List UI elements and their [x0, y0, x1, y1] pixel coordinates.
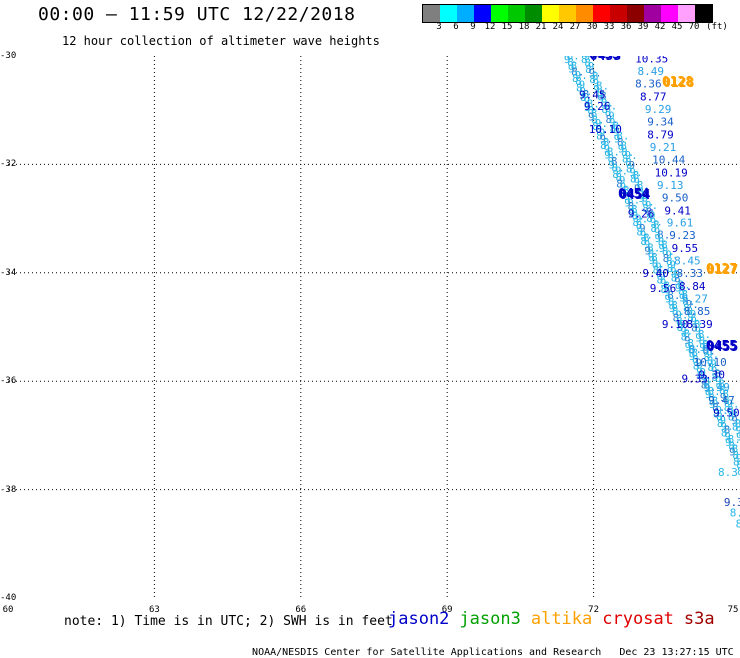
latitude-tick-label: -30 [0, 51, 16, 61]
colorbar [422, 4, 713, 23]
colorbar-label: 39 [638, 22, 649, 32]
colorbar-swatch [559, 5, 576, 22]
colorbar-swatch [627, 5, 644, 22]
legend-entry: altika [531, 609, 592, 629]
colorbar-label: 9 [470, 22, 475, 32]
colorbar-swatch [542, 5, 559, 22]
wave-height-value: 10.10 [694, 356, 727, 369]
footer-credit: NOAA/NESDIS Center for Satellite Applica… [252, 647, 601, 658]
colorbar-swatch [491, 5, 508, 22]
latitude-tick-label: -32 [0, 159, 16, 169]
wave-height-value: 9.41 [664, 204, 691, 217]
pass-time-label: 0453 [590, 56, 621, 64]
wave-height-value: 9.50 [713, 406, 740, 419]
colorbar-label: 33 [604, 22, 615, 32]
wave-height-value: 9.21 [650, 141, 677, 154]
colorbar-swatch [508, 5, 525, 22]
map-grid [8, 56, 740, 598]
wave-height-value: 9.55 [672, 242, 699, 255]
wave-height-value: 9.40 [642, 267, 669, 280]
colorbar-label: 6 [453, 22, 458, 32]
wave-height-value: 8.49 [638, 65, 665, 78]
colorbar-label: 12 [485, 22, 496, 32]
colorbar-label: 15 [502, 22, 513, 32]
wave-height-value: 9.23 [669, 229, 696, 242]
map-title: 00:00 – 11:59 UTC 12/22/2018 [38, 4, 355, 25]
wave-height-value: 9.47 [708, 394, 735, 407]
wave-height-value: 8.77 [640, 90, 667, 103]
latitude-tick-label: -36 [0, 376, 16, 386]
colorbar-label: 30 [587, 22, 598, 32]
wave-height-value: 8.84 [679, 280, 706, 293]
wave-height-value: 9.26 [628, 208, 655, 221]
colorbar-swatch [610, 5, 627, 22]
note-text: note: 1) Time is in UTC; 2) SWH is in fe… [64, 614, 393, 629]
wave-height-value: 10.19 [655, 166, 688, 179]
latitude-tick-label: -38 [0, 485, 16, 495]
colorbar-label: 18 [519, 22, 530, 32]
map-subtitle: 12 hour collection of altimeter wave hei… [62, 34, 380, 48]
latitude-tick-label: -34 [0, 268, 16, 278]
wave-height-value: 9.50 [662, 191, 689, 204]
dense-track-glyph: 8.3 [718, 466, 738, 479]
wave-height-value: 9.29 [645, 103, 672, 116]
wave-height-value: 9.10 [662, 318, 689, 331]
legend-entry: cryosat [602, 609, 674, 629]
colorbar-swatch [593, 5, 610, 22]
wave-height-value: 8.79 [647, 128, 674, 141]
wave-height-value: 10.44 [652, 153, 685, 166]
wave-height-value: 8.45 [674, 255, 701, 268]
colorbar-swatch [644, 5, 661, 22]
legend-entry: jason2 [388, 609, 449, 629]
pass-time-label: 0455 [707, 340, 738, 355]
colorbar-swatch [525, 5, 542, 22]
wave-height-value: 9.34 [647, 115, 674, 128]
wave-height-value: 9.56 [650, 282, 677, 295]
wave-height-value: 9.61 [667, 217, 694, 230]
longitude-tick-label: 75 [728, 605, 739, 615]
wave-height-value: 9.13 [657, 179, 684, 192]
legend-entry: jason3 [459, 609, 520, 629]
dense-track-glyph: 8 [736, 518, 740, 531]
colorbar-swatch [457, 5, 474, 22]
wave-height-map: 898.9.8898.9.8898.9.8898.9.8898.9.8898.9… [8, 56, 740, 598]
colorbar-unit: (ft) [706, 22, 728, 32]
wave-height-value: 9.26 [584, 100, 611, 113]
colorbar-swatch [695, 5, 712, 22]
wave-height-value: 9.33 [681, 372, 708, 385]
colorbar-label: 3 [436, 22, 441, 32]
colorbar-swatch [661, 5, 678, 22]
wave-height-value: 10.10 [589, 123, 622, 136]
colorbar-swatch [440, 5, 457, 22]
satellite-legend: jason2 jason3 altika cryosat s3a [388, 609, 725, 629]
pass-time-label: 0127 [707, 263, 738, 278]
colorbar-label: 21 [536, 22, 547, 32]
wave-height-value: 8.85 [684, 305, 711, 318]
colorbar-swatch [474, 5, 491, 22]
footer: NOAA/NESDIS Center for Satellite Applica… [240, 636, 740, 658]
footer-timestamp: Dec 23 13:27:15 UTC 2018 [619, 647, 740, 658]
legend-entry: s3a [684, 609, 715, 629]
pass-time-label: 0454 [619, 188, 650, 203]
wave-height-value: 8.36 [635, 77, 662, 90]
pass-time-label: 0128 [663, 76, 694, 91]
colorbar-swatch [576, 5, 593, 22]
wave-height-value: 8.39 [686, 318, 713, 331]
wave-height-value: 9.27 [681, 293, 708, 306]
colorbar-label: 27 [570, 22, 581, 32]
colorbar-swatch [678, 5, 695, 22]
colorbar-label: 45 [672, 22, 683, 32]
longitude-tick-label: 60 [3, 605, 14, 615]
colorbar-label: 24 [553, 22, 564, 32]
wave-height-value: 8.33 [677, 267, 704, 280]
colorbar-swatch [423, 5, 440, 22]
colorbar-label: 36 [621, 22, 632, 32]
colorbar-label: 42 [655, 22, 666, 32]
colorbar-label: 70 [689, 22, 700, 32]
latitude-tick-label: -40 [0, 593, 16, 603]
